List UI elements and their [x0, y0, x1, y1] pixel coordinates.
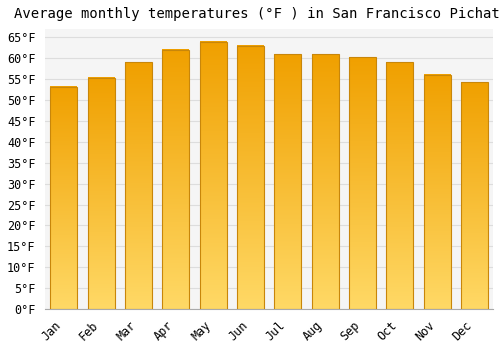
Bar	[88, 78, 115, 309]
Title: Average monthly temperatures (°F ) in San Francisco Pichataro: Average monthly temperatures (°F ) in Sa…	[14, 7, 500, 21]
Bar	[424, 75, 450, 309]
Bar	[125, 63, 152, 309]
Bar	[200, 42, 226, 309]
Bar	[386, 63, 413, 309]
Bar	[50, 87, 78, 309]
Bar	[237, 46, 264, 309]
Bar	[312, 54, 338, 309]
Bar	[162, 50, 189, 309]
Bar	[349, 57, 376, 309]
Bar	[461, 82, 488, 309]
Bar	[274, 54, 301, 309]
